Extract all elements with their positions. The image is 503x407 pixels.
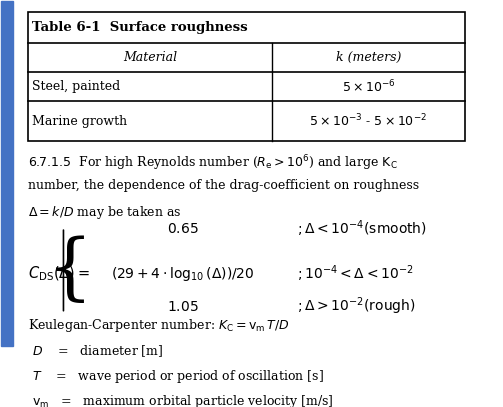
Text: Keulegan-Carpenter number: $K_\mathrm{C} = \mathrm{v_m}\, T/D$: Keulegan-Carpenter number: $K_\mathrm{C}… <box>28 317 289 334</box>
Text: number, the dependence of the drag-coefficient on roughness: number, the dependence of the drag-coeff… <box>28 179 419 192</box>
Text: k (meters): k (meters) <box>336 51 401 64</box>
Text: $\left(29 + 4 \cdot \log_{10}(\Delta)\right)/20$: $\left(29 + 4 \cdot \log_{10}(\Delta)\ri… <box>111 265 255 283</box>
Text: {: { <box>47 235 93 306</box>
Text: $5 \times 10^{-6}$: $5 \times 10^{-6}$ <box>342 79 395 95</box>
Text: Table 6-1  Surface roughness: Table 6-1 Surface roughness <box>32 21 248 34</box>
Bar <box>28 12 465 141</box>
Bar <box>2 1 13 346</box>
Text: $\mathrm{v_m}$   =   maximum orbital particle velocity [m/s]: $\mathrm{v_m}$ = maximum orbital particl… <box>32 393 334 407</box>
Text: $0.65$: $0.65$ <box>167 222 199 236</box>
Text: $T$    =   wave period or period of oscillation [s]: $T$ = wave period or period of oscillati… <box>32 368 324 385</box>
Text: $; \Delta < 10^{-4}(\mathrm{smooth})$: $; \Delta < 10^{-4}(\mathrm{smooth})$ <box>297 219 428 239</box>
Text: $\mathit{6.7.1.5}$  For high Reynolds number ($R_\mathrm{e} > 10^6$) and large $: $\mathit{6.7.1.5}$ For high Reynolds num… <box>28 153 397 173</box>
Text: $D$    =   diameter [m]: $D$ = diameter [m] <box>32 343 164 359</box>
Text: Steel, painted: Steel, painted <box>32 80 121 93</box>
Text: $\Delta = k/D$ may be taken as: $\Delta = k/D$ may be taken as <box>28 204 181 221</box>
Text: $; \Delta > 10^{-2}(\mathrm{rough})$: $; \Delta > 10^{-2}(\mathrm{rough})$ <box>297 296 416 317</box>
Text: $C_{\mathrm{DS}}(\Delta) =$: $C_{\mathrm{DS}}(\Delta) =$ <box>28 265 90 283</box>
Text: Material: Material <box>123 51 177 64</box>
Text: $; 10^{-4} < \Delta < 10^{-2}$: $; 10^{-4} < \Delta < 10^{-2}$ <box>297 264 414 284</box>
Text: $5 \times 10^{-3}$ - $5 \times 10^{-2}$: $5 \times 10^{-3}$ - $5 \times 10^{-2}$ <box>309 113 428 129</box>
Text: $1.05$: $1.05$ <box>167 300 199 314</box>
Text: Marine growth: Marine growth <box>32 115 128 128</box>
